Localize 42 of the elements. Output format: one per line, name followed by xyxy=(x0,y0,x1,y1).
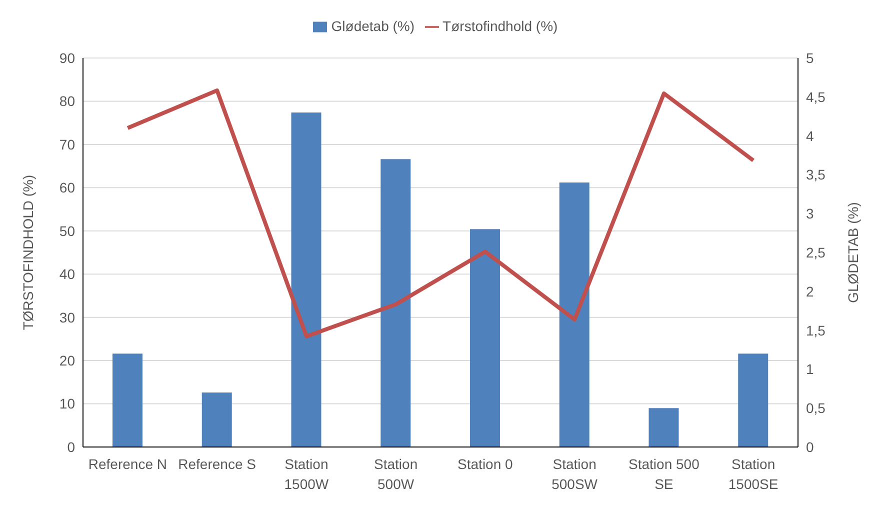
y-tick-label: 90 xyxy=(59,50,76,66)
y-tick-label: 30 xyxy=(59,309,76,326)
x-tick-label: Reference S xyxy=(178,456,256,472)
bar xyxy=(380,159,411,447)
y-tick-label: 20 xyxy=(59,352,76,369)
x-tick-label: Station 1500SE xyxy=(728,456,778,492)
y2-tick-label: 0 xyxy=(806,438,814,455)
line-series xyxy=(126,88,756,338)
y2-tick-label: 3 xyxy=(806,206,814,222)
x-tick-label: Reference N xyxy=(88,456,167,472)
y2-axis-title: GLØDETAB (%) xyxy=(844,202,861,303)
y-tick-label: 0 xyxy=(67,438,76,455)
bar xyxy=(291,112,322,447)
y2-tick-label: 3,5 xyxy=(806,166,826,183)
y-tick-label: 40 xyxy=(59,266,76,282)
y2-tick-label: 0,5 xyxy=(806,400,826,416)
y-tick-label: 70 xyxy=(59,136,76,152)
legend-label: Tørstofindhold (%) xyxy=(442,18,558,34)
y-tick-label: 10 xyxy=(59,396,76,412)
x-tick-label: Station 0 xyxy=(458,456,514,472)
y-tick-label: 60 xyxy=(59,180,76,196)
x-tick-label: Station 500SW xyxy=(552,456,598,492)
y-tick-label: 50 xyxy=(59,222,76,239)
y2-tick-label: 4 xyxy=(806,128,814,144)
y2-tick-label: 4,5 xyxy=(806,88,826,105)
y2-tick-label: 1,5 xyxy=(806,322,826,338)
bar xyxy=(112,354,142,447)
y-tick-label: 80 xyxy=(59,93,76,110)
bar xyxy=(738,354,768,447)
y2-tick-label: 2 xyxy=(806,283,814,300)
y2-tick-label: 2,5 xyxy=(806,244,826,260)
bar xyxy=(470,229,500,447)
y-axis-title: TØRSTOFINDHOLD (%) xyxy=(20,174,36,330)
y2-tick-label: 1 xyxy=(806,361,814,378)
bar xyxy=(202,392,232,447)
x-tick-label: Station 1500W xyxy=(284,456,330,492)
legend-label: Glødetab (%) xyxy=(331,18,415,34)
y2-tick-label: 5 xyxy=(806,50,814,66)
x-tick-label: Station 500W xyxy=(374,456,418,492)
bar xyxy=(648,408,679,447)
bar xyxy=(559,182,590,447)
x-tick-label: Station 500 SE xyxy=(628,456,700,492)
